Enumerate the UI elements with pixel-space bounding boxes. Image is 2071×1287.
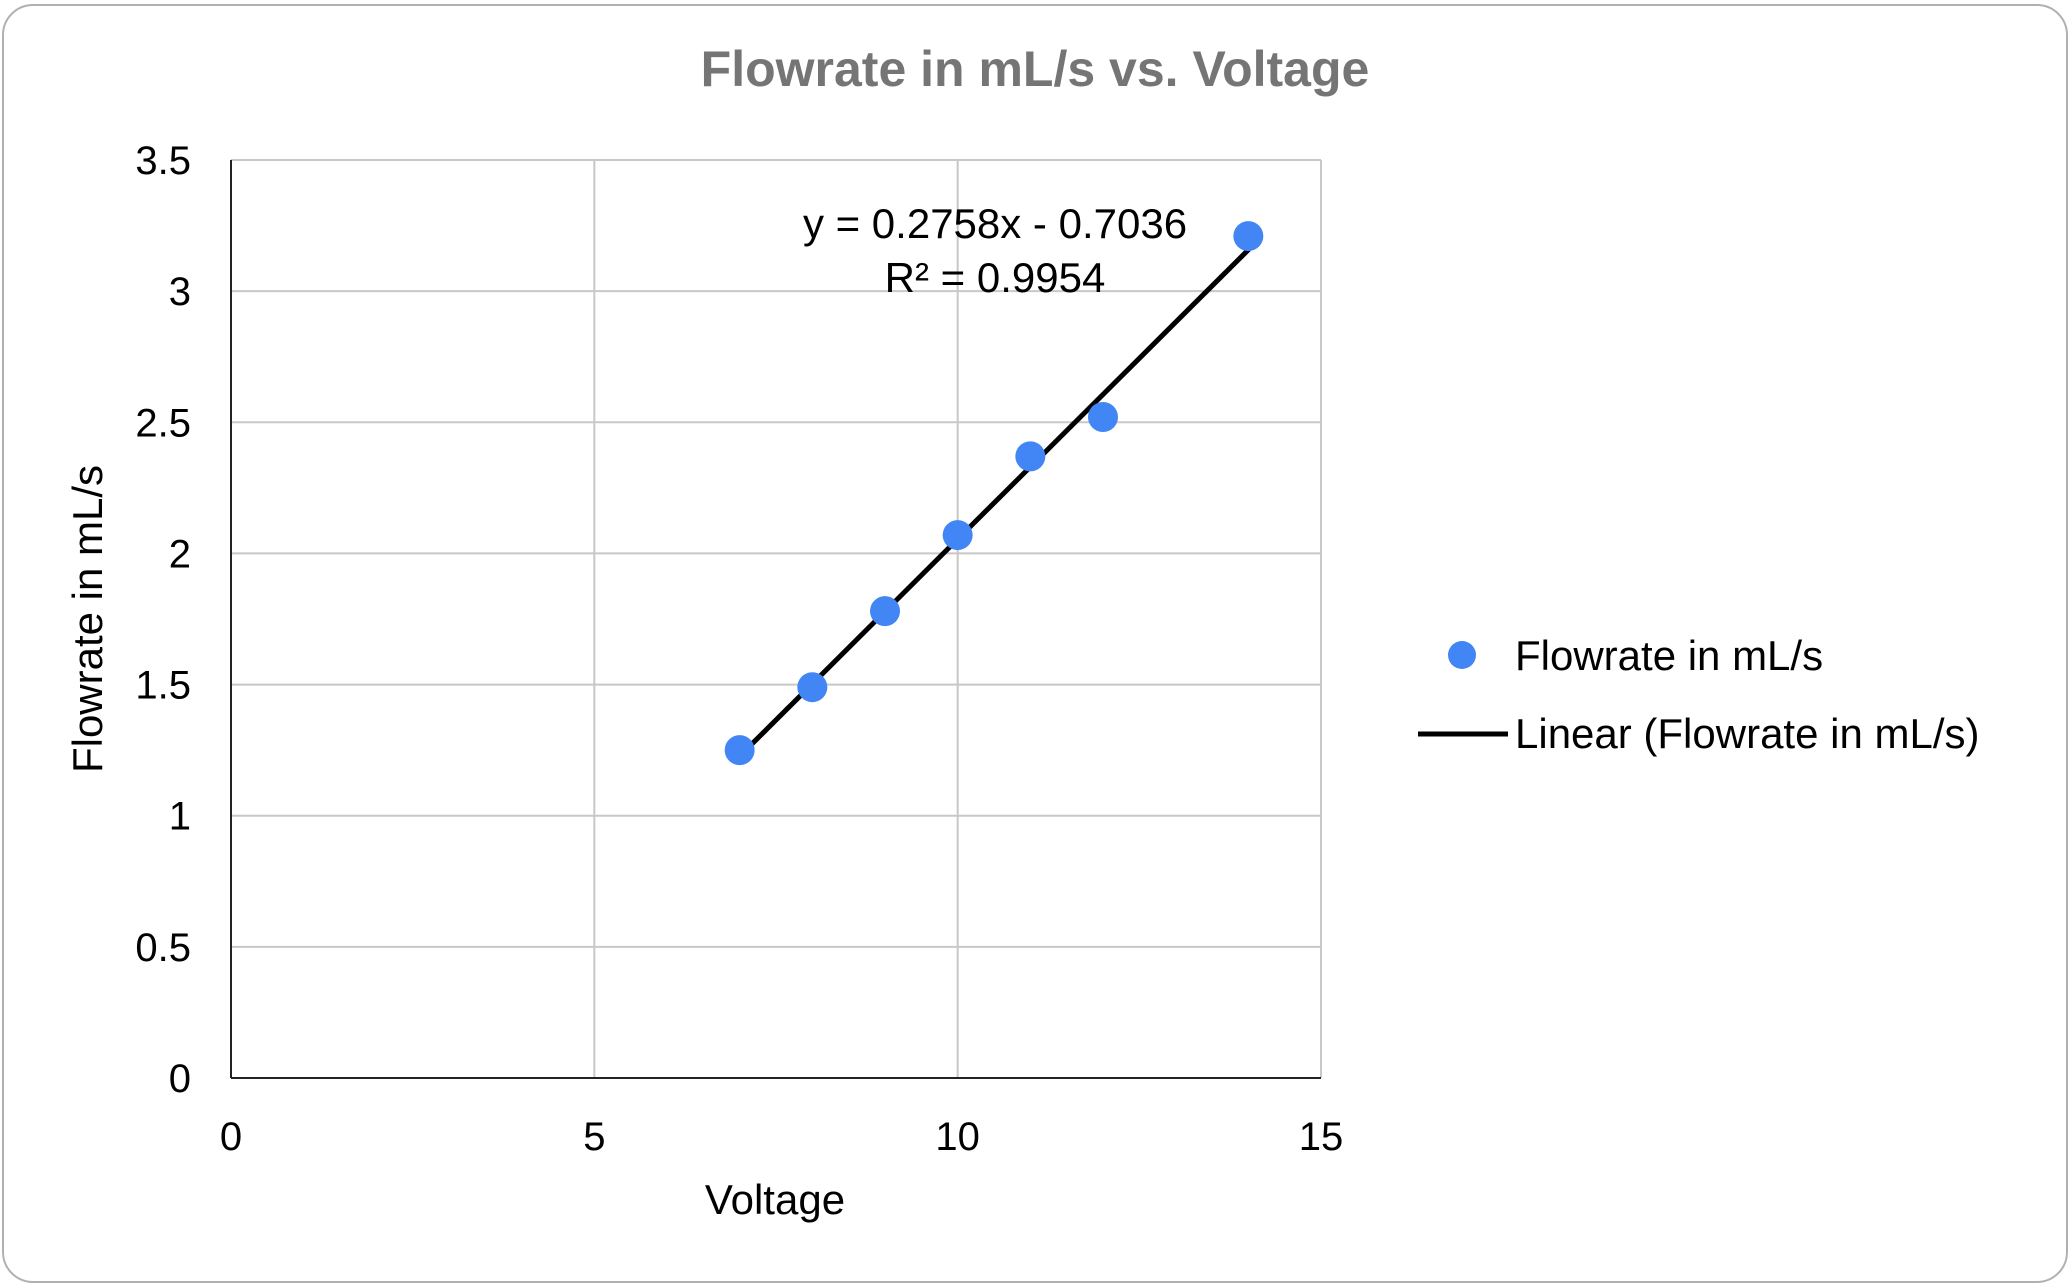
y-tick-label: 2.5 [135, 401, 191, 445]
data-point [1088, 402, 1118, 433]
x-tick-label: 0 [220, 1115, 242, 1159]
y-tick-label: 0 [169, 1057, 191, 1101]
tick-labels: 0 0.5 1 1.5 2 2.5 3 3.5 0 5 10 15 [135, 139, 1343, 1159]
trendline [737, 247, 1251, 759]
data-point [870, 596, 900, 627]
legend-series-label: Flowrate in mL/s [1515, 632, 1823, 679]
gridlines [231, 159, 1322, 1078]
y-tick-label: 2 [169, 532, 191, 576]
chart-border [2, 4, 2068, 1283]
legend-point-marker [1448, 641, 1476, 669]
x-tick-label: 10 [935, 1115, 980, 1159]
y-tick-label: 3 [169, 270, 191, 314]
trendline-r-squared: R² = 0.9954 [885, 254, 1106, 301]
y-tick-label: 1 [169, 795, 191, 839]
y-axis-label: Flowrate in mL/s [64, 465, 111, 773]
data-point [942, 520, 973, 551]
legend-trendline-label: Linear (Flowrate in mL/s) [1515, 710, 1979, 757]
axes [230, 160, 1321, 1079]
data-point [797, 672, 828, 703]
data-point [724, 735, 755, 766]
legend: Flowrate in mL/s Linear (Flowrate in mL/… [1418, 632, 1979, 757]
x-tick-label: 15 [1299, 1115, 1344, 1159]
trendline-layer [737, 247, 1251, 759]
data-point [1015, 441, 1046, 472]
y-tick-label: 3.5 [135, 139, 191, 183]
x-tick-label: 5 [583, 1115, 605, 1159]
y-tick-label: 0.5 [135, 926, 191, 970]
data-point [1233, 221, 1264, 252]
trendline-equation: y = 0.2758x - 0.7036 [803, 200, 1187, 247]
x-axis-label: Voltage [705, 1176, 845, 1223]
data-points [724, 221, 1264, 766]
chart-title: Flowrate in mL/s vs. Voltage [701, 41, 1370, 97]
y-tick-label: 1.5 [135, 664, 191, 708]
